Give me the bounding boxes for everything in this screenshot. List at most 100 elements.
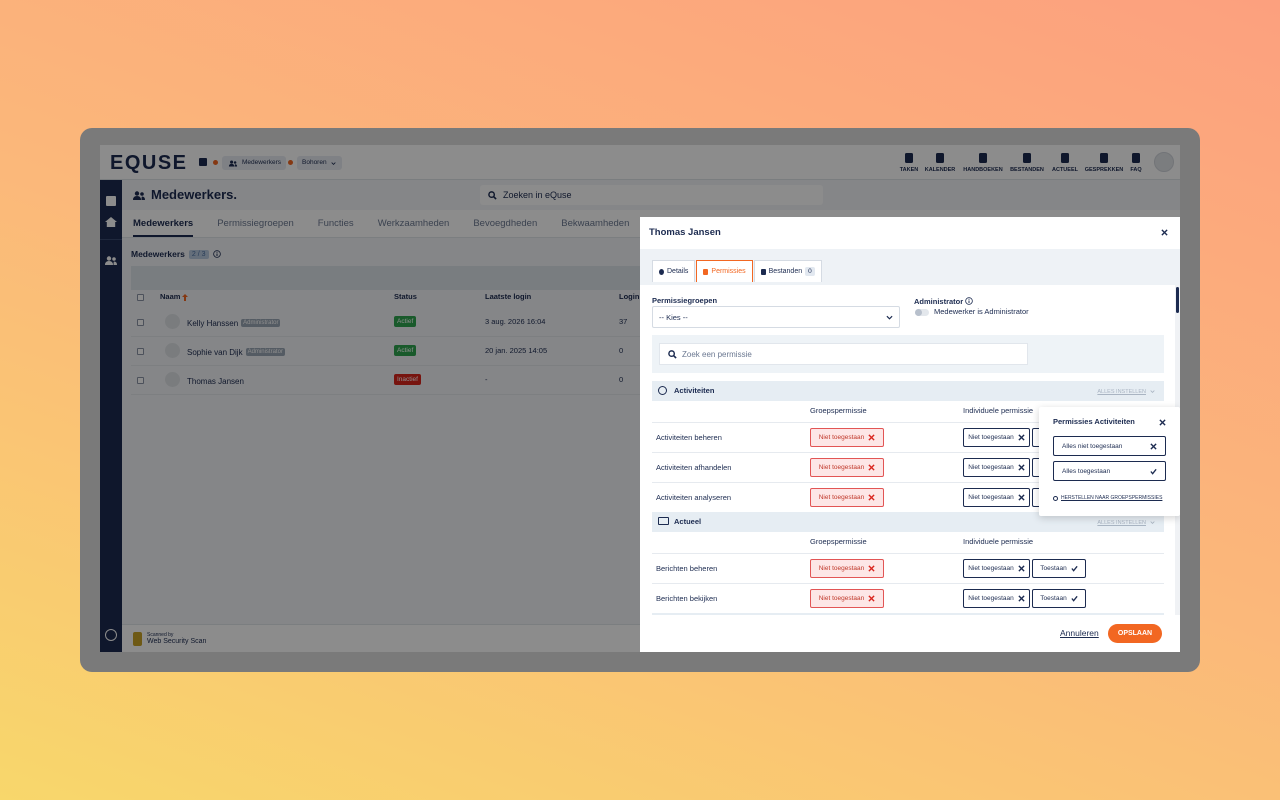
icon-shape (1150, 390, 1155, 393)
icon (868, 434, 875, 441)
column-header[interactable]: Naam (160, 292, 189, 302)
icon[interactable] (1159, 419, 1167, 427)
icon-shape (1150, 390, 1155, 393)
nav-item[interactable]: ACTUEEL (1035, 151, 1095, 175)
tab-icon (703, 268, 709, 275)
column-header[interactable]: Laatste login (485, 292, 531, 302)
cancel-link[interactable]: Annuleren (1060, 628, 1099, 638)
modal-tab[interactable]: Permissies (696, 260, 753, 282)
deny-button[interactable]: Niet toegestaan (963, 488, 1030, 507)
tab[interactable]: Werkzaamheden (377, 218, 450, 229)
icon-shape (1161, 229, 1168, 236)
icon-shape (1018, 595, 1025, 602)
icon-shape (1018, 595, 1025, 602)
deny-button[interactable]: Niet toegestaan (963, 589, 1030, 608)
icon-shape (1018, 565, 1025, 572)
column-header-text: Laatste login (485, 292, 532, 301)
help-icon[interactable] (105, 629, 117, 641)
page-title: Medewerkers. (133, 187, 333, 203)
nav-item[interactable]: GESPREKKEN (1074, 151, 1134, 175)
checkbox[interactable] (137, 348, 144, 355)
nav-separator (100, 239, 122, 240)
toggle-knob (915, 309, 922, 316)
save-button[interactable]: OPSLAAN (1108, 624, 1162, 643)
nav-icon (1023, 153, 1031, 163)
select-value: -- Kies -- (659, 312, 688, 322)
nav-item[interactable]: FAQ (1106, 151, 1166, 175)
tab[interactable]: Bevoegdheden (473, 218, 538, 229)
icon-shape (1159, 419, 1166, 426)
avatar[interactable] (1154, 152, 1174, 172)
icon-shape (1018, 434, 1025, 441)
icon-shape (488, 190, 497, 200)
tab-label: Permissies (711, 268, 746, 275)
set-all[interactable]: ALLES INSTELLEN (1097, 387, 1156, 396)
nav-label: KALENDER (924, 167, 956, 173)
modal-tab[interactable]: Details (652, 260, 696, 282)
checkbox[interactable] (137, 319, 144, 326)
icon-shape (488, 190, 496, 198)
home-nav[interactable] (105, 217, 117, 227)
scrollbar-thumb[interactable] (1176, 287, 1179, 313)
last-login: 3 aug. 2026 16:04 (485, 317, 546, 326)
icon-shape (140, 191, 144, 196)
popover-option[interactable]: Alles niet toegestaan (1053, 436, 1166, 456)
list-title-text: Medewerkers (131, 249, 185, 259)
last-login: 20 jan. 2025 14:05 (485, 346, 548, 355)
icon (886, 315, 893, 320)
list-title: Medewerkers 2 / 3 (131, 248, 331, 260)
icon (212, 250, 221, 258)
group-select[interactable]: -- Kies -- (652, 306, 900, 328)
set-all[interactable]: ALLES INSTELLEN (1097, 518, 1156, 527)
breadcrumb-item[interactable]: Medewerkers (222, 156, 287, 170)
icon (488, 190, 497, 200)
column-header[interactable]: Status (394, 292, 417, 302)
deny-button[interactable]: Niet toegestaan (963, 458, 1030, 477)
tab[interactable]: Medewerkers (133, 210, 194, 237)
home-icon[interactable] (199, 158, 207, 166)
icon-shape (133, 195, 145, 200)
permission-search[interactable]: Zoek een permissie (659, 343, 1028, 365)
toggle[interactable] (915, 309, 929, 316)
nav-label: ACTUEEL (1052, 167, 1078, 173)
modal-footer (640, 615, 1175, 652)
icon-shape (1018, 494, 1025, 501)
apps-icon[interactable] (106, 196, 116, 206)
reset-link[interactable]: HERSTELLEN NAAR GROEPSPERMISSIES (1053, 494, 1162, 502)
deny-button[interactable]: Niet toegestaan (963, 428, 1030, 447)
icon-shape (1071, 595, 1078, 602)
icon-shape (133, 190, 145, 200)
allow-button[interactable]: Toestaan (1032, 589, 1086, 608)
tab[interactable]: Bekwaamheden (561, 218, 630, 229)
icon-shape (868, 464, 875, 471)
checkbox[interactable] (137, 377, 144, 384)
tab[interactable]: Functies (317, 218, 354, 229)
nav-item[interactable]: HANDBOEKEN (953, 151, 1013, 175)
modal-tabs: Details Permissies Bestanden 0 (652, 260, 822, 282)
icon (1018, 434, 1025, 441)
avatar (165, 372, 180, 387)
checkbox[interactable] (137, 294, 144, 301)
column-header[interactable]: Login (619, 292, 639, 302)
popover-option-text: Alles niet toegestaan (1062, 442, 1123, 450)
nav-item[interactable]: KALENDER (910, 151, 970, 175)
top-header: EQUSE Medewerkers Bohoren TAKEN KALENDER HAND… (100, 145, 1180, 180)
icon-shape (886, 315, 893, 320)
breadcrumb-item[interactable]: Bohoren (297, 156, 342, 170)
column-header-text: Naam (160, 292, 181, 301)
tab[interactable]: Permissiegroepen (217, 218, 294, 229)
icon-shape (1150, 442, 1157, 450)
icon (868, 565, 875, 572)
global-search[interactable]: Zoeken in eQuse (480, 185, 823, 205)
deny-button[interactable]: Niet toegestaan (963, 559, 1030, 578)
nav-item[interactable]: BESTANDEN (997, 151, 1057, 175)
nav-item[interactable]: TAKEN (879, 151, 939, 175)
tab-icon (760, 268, 766, 275)
icon-shape (968, 298, 970, 300)
allow-button[interactable]: Toestaan (1032, 559, 1086, 578)
icon (1150, 390, 1155, 394)
modal-tab[interactable]: Bestanden 0 (753, 260, 822, 282)
tab-icon (659, 268, 664, 275)
popover-option[interactable]: Alles toegestaan (1053, 461, 1166, 481)
icon[interactable] (1161, 229, 1169, 237)
